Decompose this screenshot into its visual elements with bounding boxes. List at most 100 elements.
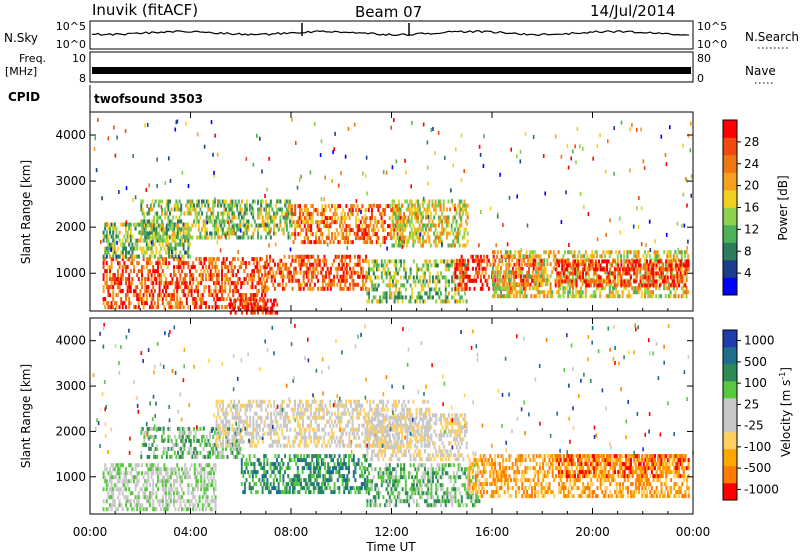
data-cell bbox=[679, 263, 682, 268]
data-cell bbox=[342, 224, 345, 229]
data-cell bbox=[445, 215, 448, 220]
data-cell bbox=[405, 207, 408, 212]
data-cell bbox=[566, 263, 568, 268]
data-cell bbox=[194, 211, 197, 216]
data-cell bbox=[291, 278, 294, 283]
data-cell bbox=[164, 227, 167, 232]
data-cell bbox=[420, 215, 423, 220]
data-cell bbox=[501, 294, 504, 299]
data-cell bbox=[188, 207, 191, 212]
data-cell bbox=[317, 258, 320, 263]
data-cell bbox=[294, 212, 297, 217]
data-cell bbox=[588, 258, 590, 263]
data-cell bbox=[334, 212, 337, 217]
data-cell bbox=[530, 258, 533, 263]
data-cell bbox=[506, 250, 509, 255]
data-cell bbox=[299, 254, 302, 259]
colorbar-segment bbox=[723, 155, 737, 173]
data-cell bbox=[192, 261, 195, 266]
data-cell bbox=[123, 246, 126, 251]
data-cell bbox=[161, 297, 164, 302]
data-cell bbox=[446, 263, 449, 268]
data-cell bbox=[266, 306, 269, 311]
data-cell bbox=[112, 226, 115, 231]
data-cell bbox=[137, 305, 140, 310]
data-cell bbox=[407, 207, 410, 212]
data-cell bbox=[234, 223, 237, 228]
data-cell bbox=[125, 226, 127, 231]
data-cell bbox=[150, 250, 153, 255]
data-cell bbox=[250, 203, 253, 208]
data-cell bbox=[500, 290, 502, 295]
data-cell bbox=[105, 487, 108, 492]
data-cell bbox=[570, 294, 573, 299]
data-cell bbox=[262, 265, 265, 270]
data-cell bbox=[118, 265, 121, 270]
data-cell bbox=[200, 277, 203, 282]
data-cell bbox=[368, 295, 370, 300]
data-cell bbox=[601, 267, 604, 272]
data-cell bbox=[136, 222, 139, 227]
data-cell bbox=[203, 261, 206, 266]
data-cell bbox=[181, 261, 183, 266]
data-cell bbox=[288, 254, 291, 259]
data-cell bbox=[128, 273, 131, 278]
data-cell bbox=[110, 261, 113, 266]
data-cell bbox=[118, 499, 121, 504]
ytick-label: 1000 bbox=[55, 266, 86, 280]
data-cell bbox=[154, 446, 157, 451]
data-cell bbox=[374, 232, 377, 237]
data-cell bbox=[171, 305, 174, 310]
data-cell bbox=[616, 254, 619, 259]
data-cell bbox=[152, 491, 155, 496]
data-cell bbox=[578, 290, 581, 295]
data-cell bbox=[223, 211, 226, 216]
data-cell bbox=[451, 275, 454, 280]
data-cell bbox=[253, 273, 255, 278]
data-cell bbox=[199, 207, 202, 212]
data-cell bbox=[158, 471, 161, 476]
data-cell bbox=[253, 219, 256, 224]
data-cell bbox=[393, 235, 396, 240]
scatter-cell bbox=[268, 156, 270, 161]
data-cell bbox=[356, 204, 359, 209]
scatter-cell bbox=[560, 220, 563, 224]
data-cell bbox=[652, 275, 655, 280]
data-cell bbox=[204, 442, 207, 447]
data-cell bbox=[185, 231, 187, 236]
data-cell bbox=[142, 293, 145, 298]
data-cell bbox=[195, 297, 198, 302]
data-cell bbox=[126, 471, 129, 476]
data-cell bbox=[650, 258, 653, 263]
data-cell bbox=[334, 254, 337, 259]
data-cell bbox=[173, 269, 175, 274]
data-cell bbox=[149, 467, 151, 472]
data-cell bbox=[157, 231, 160, 236]
data-cell bbox=[465, 243, 468, 248]
data-cell bbox=[327, 232, 330, 237]
data-cell bbox=[216, 297, 219, 302]
data-cell bbox=[121, 265, 124, 270]
data-cell bbox=[263, 298, 266, 303]
data-cell bbox=[133, 499, 135, 504]
data-cell bbox=[410, 231, 413, 236]
data-cell bbox=[465, 282, 468, 287]
scatter-cell bbox=[326, 242, 329, 247]
data-cell bbox=[285, 215, 288, 220]
data-cell bbox=[205, 277, 207, 282]
data-cell bbox=[590, 259, 592, 264]
data-cell bbox=[168, 495, 171, 500]
data-cell bbox=[425, 211, 428, 216]
data-cell bbox=[297, 220, 300, 225]
data-cell bbox=[277, 207, 280, 212]
data-cell bbox=[535, 286, 538, 291]
data-cell bbox=[351, 212, 354, 217]
data-cell bbox=[334, 216, 337, 221]
data-cell bbox=[266, 310, 269, 315]
data-cell bbox=[273, 219, 275, 224]
data-cell bbox=[210, 446, 213, 451]
data-cell bbox=[183, 438, 186, 443]
data-cell bbox=[302, 274, 305, 279]
data-cell bbox=[465, 203, 468, 208]
